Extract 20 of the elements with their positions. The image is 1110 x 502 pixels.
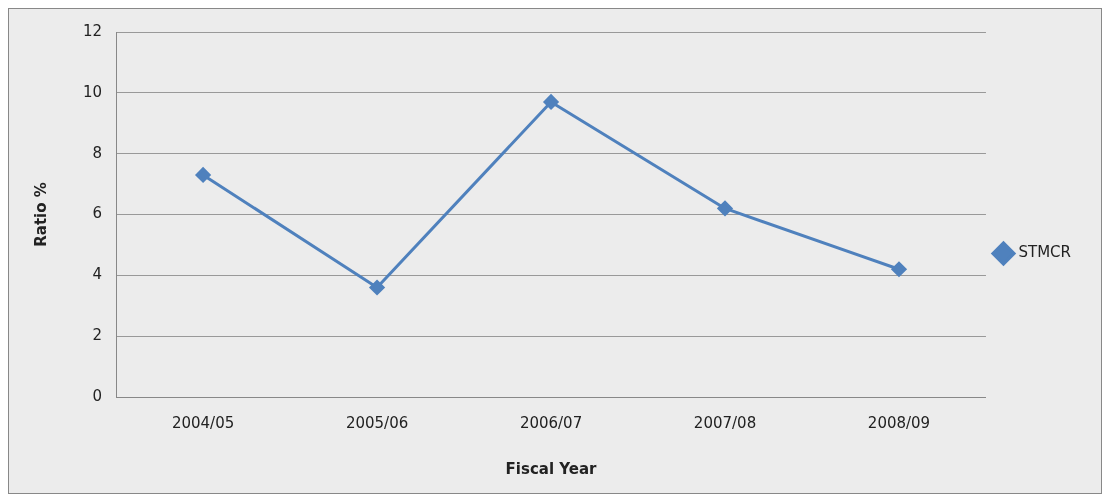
y-tick-label: 6	[92, 204, 103, 223]
point	[891, 261, 907, 277]
x-axis-title: Fiscal Year	[505, 459, 598, 478]
x-tick-label: 2004/05	[171, 413, 235, 432]
point	[195, 167, 211, 183]
x-tick-label: 2008/09	[867, 413, 931, 432]
point	[543, 94, 559, 110]
point	[369, 280, 385, 295]
y-tick-label: 2	[92, 326, 103, 345]
y-axis-title: Ratio %	[31, 182, 50, 247]
x-tick-label: 2007/08	[693, 413, 757, 432]
point	[717, 200, 733, 216]
y-tick-label: 10	[82, 82, 103, 101]
y-tick-label: 0	[92, 386, 103, 405]
y-tick-label: 4	[92, 265, 103, 284]
y-tick-label: 8	[92, 143, 103, 162]
legend-label: STMCR	[1018, 243, 1072, 262]
x-tick-label: 2006/07	[519, 413, 583, 432]
x-tick-label: 2005/06	[345, 413, 409, 432]
y-tick-label: 12	[82, 21, 103, 40]
